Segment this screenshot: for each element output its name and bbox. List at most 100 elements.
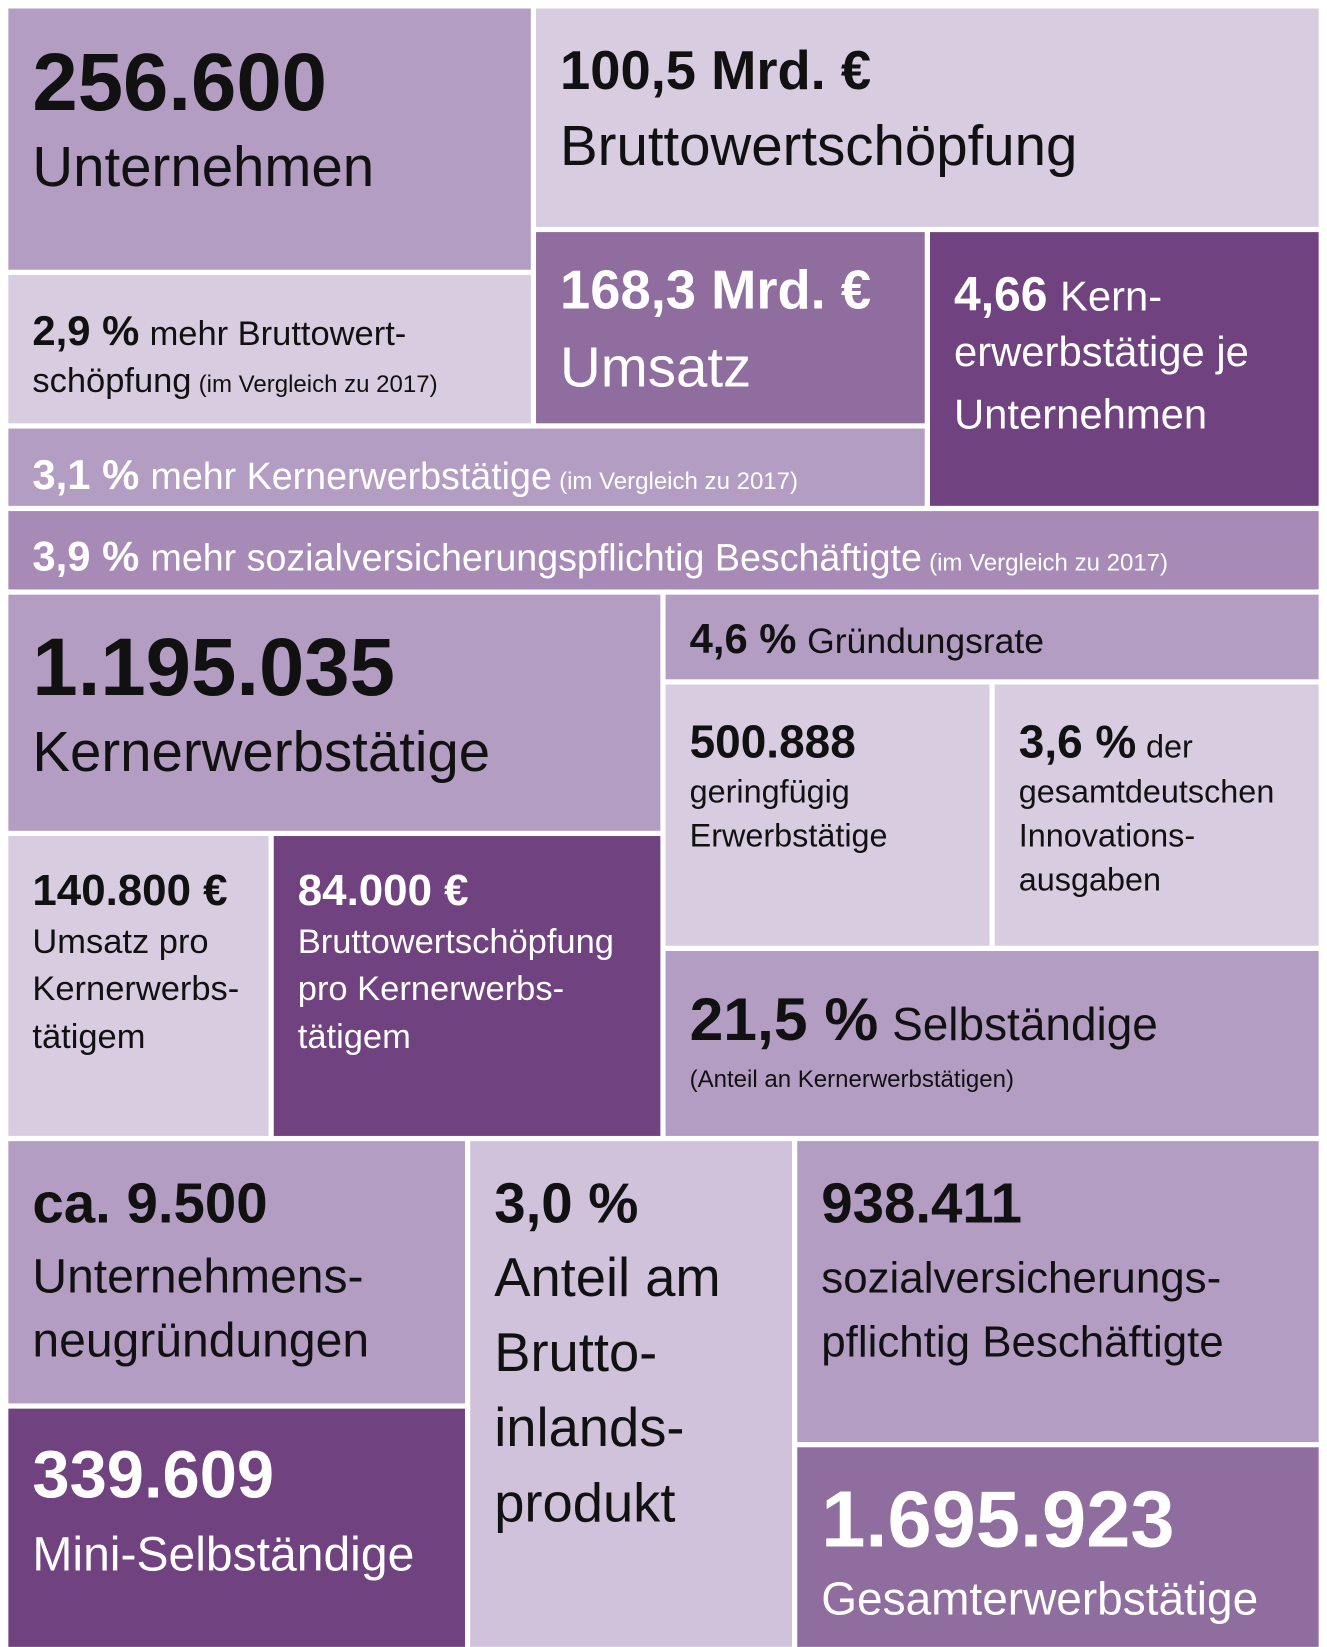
tile-label: neugründungen: [32, 1313, 369, 1367]
tile-background: [8, 274, 531, 424]
tile-line: neugründungen: [32, 1313, 369, 1367]
tile-number: 500.888: [690, 716, 856, 768]
tile-background: [797, 1141, 1319, 1443]
tile-label: Kern-: [1060, 272, 1162, 319]
tile-note: (Anteil an Kernerwerbstätigen): [690, 1066, 1014, 1093]
tile-label: mehr Kernerwerbstätige: [151, 455, 552, 497]
tile: 3,0 % Anteil am Brutto-inlands-produkt: [470, 1141, 793, 1647]
tile: 256.600 Unternehmen: [8, 8, 531, 270]
tile-line: pflichtig Beschäftigte: [821, 1317, 1223, 1366]
tile: 168,3 Mrd. € Umsatz: [536, 232, 925, 424]
tile-label: geringfügig: [690, 774, 850, 810]
tile-number: 140.800 €: [32, 866, 227, 915]
tile-label: sozialversicherungs-: [821, 1254, 1221, 1303]
tile-line: pro Kernerwerbs-: [298, 970, 564, 1008]
tile-background: [8, 594, 661, 831]
tile-background: [797, 1447, 1319, 1647]
tile-line: Unternehmens-: [32, 1250, 363, 1304]
tile-line: 3,1 % mehr Kernerwerbstätige (im Vergleich…: [32, 451, 798, 498]
tile-number: 3,1 %: [32, 451, 139, 498]
tile-background: [536, 232, 925, 424]
tile-label: Brutto-: [494, 1322, 657, 1383]
tile-label: Mini-Selbständige: [32, 1528, 414, 1582]
tile-line: Bruttowertschöpfung: [298, 923, 614, 961]
tile-line: 21,5 % Selbständige: [690, 985, 1158, 1053]
tile-label: Unternehmen: [32, 135, 374, 198]
tile-line: 500.888: [690, 716, 856, 768]
tile-line: Innovations-: [1019, 817, 1195, 853]
tile-number: 21,5 %: [690, 985, 879, 1053]
tile-line: sozialversicherungs-: [821, 1254, 1221, 1303]
tile-label: tätigem: [32, 1018, 145, 1056]
tile-background: [665, 594, 1319, 680]
tile-label: Gründungsrate: [807, 621, 1044, 661]
tile: 140.800 € Umsatz pro Kernerwerbs-tätigem: [8, 836, 269, 1136]
tile: 2,9 % mehr Bruttowert-schöpfung (im Vergle…: [8, 274, 531, 424]
tile-line: inlands-: [494, 1397, 684, 1458]
tile-label: Bruttowertschöpfung: [298, 923, 614, 961]
tile-label: Selbständige: [892, 998, 1158, 1050]
tile-background: [8, 836, 269, 1136]
tile-line: 3,9 % mehr sozialversicherungspflichtig B…: [32, 533, 1168, 580]
tile-line: 100,5 Mrd. €: [560, 40, 871, 101]
tile-background: [8, 511, 1319, 590]
tile-label: der: [1146, 729, 1193, 765]
tile: 1.695.923 Gesamterwerbstätige: [797, 1447, 1319, 1647]
tile-number: 1.695.923: [821, 1475, 1174, 1564]
tile-number: 3,9 %: [32, 533, 139, 580]
tile-label: schöpfung: [32, 362, 191, 400]
tile-background: [994, 684, 1319, 946]
tile-line: 1.695.923: [821, 1475, 1174, 1564]
tile-number: 256.600: [32, 37, 327, 128]
tile: 4,6 % Gründungsrate: [665, 594, 1319, 680]
tile-number: 4,66: [954, 267, 1048, 321]
tile-label: Umsatz: [560, 336, 751, 399]
tile-line: erwerbstätige je: [954, 328, 1249, 375]
tile-number: 168,3 Mrd. €: [560, 259, 871, 320]
tile-label: Kernerwerbstätige: [32, 720, 490, 783]
tile-line: ausgaben: [1019, 861, 1161, 897]
tile-line: ca. 9.500: [32, 1172, 267, 1235]
tile-line: Gesamterwerbstätige: [821, 1572, 1258, 1624]
tile-background: [665, 684, 990, 946]
tile-line: Brutto-: [494, 1322, 657, 1383]
tile-number: 3,0 %: [494, 1172, 638, 1235]
tile-line: 4,6 % Gründungsrate: [690, 615, 1044, 662]
tile-label: pflichtig Beschäftigte: [821, 1317, 1223, 1366]
tile-line: 3,6 % der: [1019, 716, 1193, 768]
tile-label: mehr Bruttowert-: [150, 315, 407, 353]
tile-line: Bruttowertschöpfung: [560, 114, 1077, 177]
tile-number: 3,6 %: [1019, 716, 1137, 768]
tile-label: Innovations-: [1019, 817, 1195, 853]
tile-label: Unternehmen: [954, 391, 1207, 438]
tile-label: ausgaben: [1019, 861, 1161, 897]
tile-background: [470, 1141, 793, 1647]
tile: 84.000 € Bruttowertschöpfung pro Kernerwer…: [273, 836, 661, 1136]
tile-line: 3,0 %: [494, 1172, 638, 1235]
tile-background: [8, 428, 925, 506]
tile: 339.609 Mini-Selbständige: [8, 1408, 465, 1647]
tile-line: Unternehmen: [32, 135, 374, 198]
tile-line: 1.195.035: [32, 622, 395, 713]
tile-line: (Anteil an Kernerwerbstätigen): [690, 1066, 1014, 1093]
tile-note: (im Vergleich zu 2017): [559, 468, 798, 495]
tile-line: tätigem: [298, 1018, 411, 1056]
tile-line: Erwerbstätige: [690, 817, 888, 853]
tile-number: 938.411: [821, 1172, 1022, 1235]
tile-line: 168,3 Mrd. €: [560, 259, 871, 320]
tile: 3,9 % mehr sozialversicherungspflichtig B…: [8, 511, 1319, 590]
tile: 21,5 % Selbständige (Anteil an Kernerwerbs…: [665, 950, 1319, 1136]
tile-background: [536, 8, 1319, 227]
tile-line: Umsatz: [560, 336, 751, 399]
tile-label: Gesamterwerbstätige: [821, 1572, 1258, 1624]
tile-label: gesamtdeutschen: [1019, 774, 1275, 810]
tile-line: 256.600: [32, 37, 327, 128]
tile-note: (im Vergleich zu 2017): [929, 550, 1168, 577]
tile-number: 4,6 %: [690, 615, 797, 662]
tile-number: 84.000 €: [298, 866, 469, 915]
tile-label: pro Kernerwerbs-: [298, 970, 564, 1008]
tile-line: 4,66 Kern-: [954, 267, 1162, 321]
tile: ca. 9.500 Unternehmens-neugründungen: [8, 1141, 465, 1404]
